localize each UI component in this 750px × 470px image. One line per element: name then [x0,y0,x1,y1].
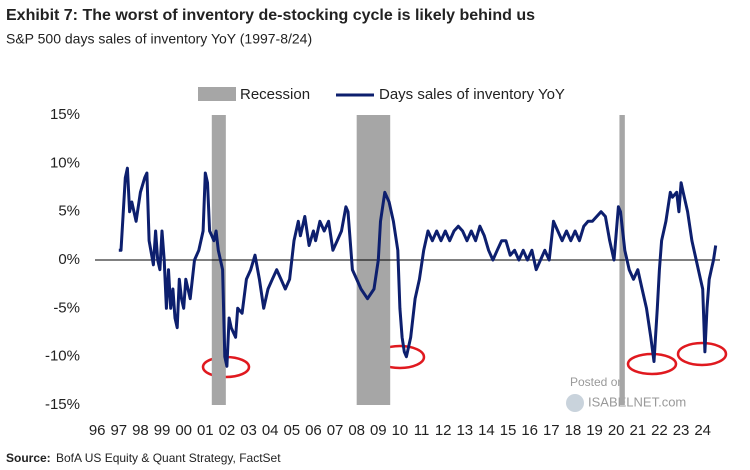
y-tick-label: 10% [50,154,80,171]
x-tick-label: 96 [89,422,106,439]
x-tick-label: 20 [608,422,625,439]
watermark: Posted on [570,375,624,389]
x-tick-label: 09 [370,422,387,439]
x-tick-label: 23 [673,422,690,439]
x-tick-label: 24 [694,422,711,439]
legend-recession-swatch [198,87,236,101]
x-tick-label: 12 [435,422,452,439]
source-label: Source: [6,451,51,465]
x-tick-label: 00 [175,422,192,439]
x-tick-label: 19 [586,422,603,439]
x-tick-label: 21 [629,422,646,439]
y-tick-label: 0% [58,251,80,268]
y-tick-label: -15% [45,396,80,413]
chart-subtitle: S&P 500 days sales of inventory YoY (199… [6,31,312,47]
x-tick-label: 14 [478,422,495,439]
annotation-circles [201,341,728,379]
x-tick-label: 98 [132,422,149,439]
watermark-icon [566,394,584,412]
y-tick-label: -10% [45,348,80,365]
x-tick-label: 99 [154,422,171,439]
x-tick-label: 22 [651,422,668,439]
watermark: ISABELNET.com [588,394,686,409]
legend-label: Recession [240,86,310,103]
x-tick-label: 08 [348,422,365,439]
highlight-ellipse [676,341,728,367]
x-tick-label: 05 [283,422,300,439]
y-tick-label: -5% [53,299,80,316]
plot: -15%-10%-5%0%5%10%15%96 97 98 99 00 01 02 03 04 0… [45,106,720,439]
y-tick-label: 15% [50,106,80,123]
x-tick-label: 13 [456,422,473,439]
y-tick-label: 5% [58,203,80,220]
x-tick-label: 18 [565,422,582,439]
x-tick-label: 17 [543,422,560,439]
data-line [118,166,718,368]
x-tick-label: 04 [262,422,279,439]
x-tick-label: 15 [500,422,517,439]
x-tick-label: 97 [110,422,127,439]
x-tick-label: 06 [305,422,322,439]
x-tick-label: 02 [219,422,236,439]
x-tick-label: 03 [240,422,257,439]
x-tick-label: 01 [197,422,214,439]
x-tick-label: 10 [392,422,409,439]
source: BofA US Equity & Quant Strategy, FactSet [56,451,281,465]
x-tick-label: 07 [327,422,344,439]
legend-label: Days sales of inventory YoY [379,86,565,103]
chart-title: Exhibit 7: The worst of inventory de-sto… [6,7,535,24]
x-tick-label: 11 [414,422,430,439]
x-tick-label: 16 [521,422,538,439]
